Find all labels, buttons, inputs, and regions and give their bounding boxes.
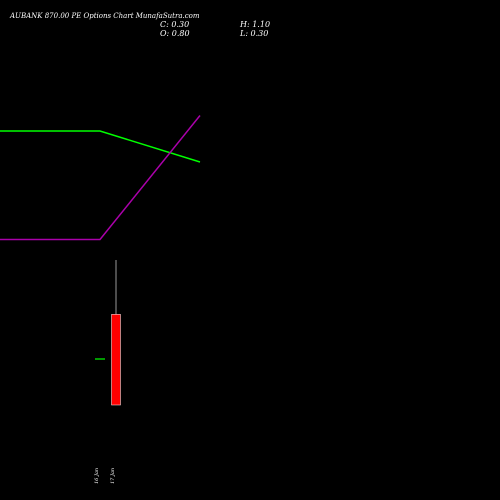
open-value: O: 0.80 — [160, 29, 190, 38]
x-tick-label: 17 Jan — [110, 468, 116, 484]
candles — [95, 260, 121, 406]
overlay-lines — [0, 115, 201, 241]
purple-overlay-line — [0, 115, 201, 241]
chart-title: AUBANK 870.00 PE Options Chart MunafaSut… — [10, 12, 200, 20]
high-value: H: 1.10 — [240, 20, 271, 29]
x-tick-label: 16 Jan — [94, 468, 100, 484]
candle-body — [111, 314, 121, 406]
close-value: C: 0.30 — [160, 20, 190, 29]
x-axis-ticks: 16 Jan 17 Jan — [94, 468, 116, 484]
green-overlay-line — [0, 130, 201, 163]
low-value: L: 0.30 — [240, 29, 269, 38]
